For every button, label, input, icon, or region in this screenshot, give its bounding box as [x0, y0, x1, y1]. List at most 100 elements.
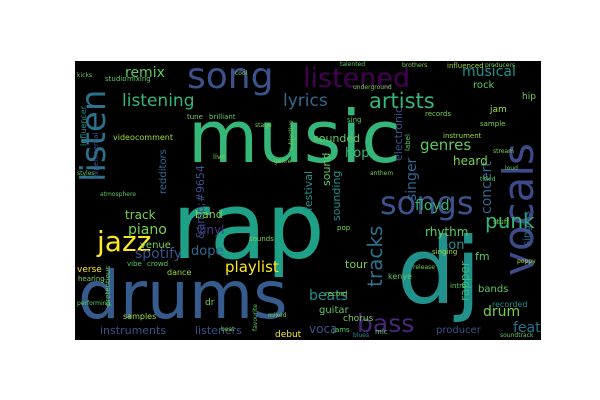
- word-genres: genres: [420, 136, 472, 154]
- word-sounds: sounds: [249, 235, 274, 243]
- word-listened: listened: [303, 63, 411, 94]
- word-tour: tour: [345, 258, 368, 271]
- word-song: song: [187, 61, 274, 97]
- word-video: video: [113, 133, 135, 142]
- word-hop: hop: [345, 146, 370, 161]
- word-singer: singer: [404, 157, 420, 201]
- word-studio: studio: [105, 75, 127, 83]
- word-pop: pop: [337, 224, 351, 232]
- word-poppy: poppy: [517, 258, 536, 265]
- word-subjective: subjective: [288, 120, 295, 151]
- word-live: live: [213, 153, 226, 161]
- word-atmosphere: atmosphere: [100, 191, 136, 198]
- word-listeners: listeners: [195, 324, 242, 337]
- word-blues: blues: [353, 332, 370, 339]
- word-influenced: influenced: [447, 62, 484, 70]
- word-tune: tune: [187, 113, 203, 121]
- word-records: records: [425, 110, 452, 118]
- word-rhythm: rhythm: [425, 225, 469, 239]
- word-recorded: recorded: [492, 300, 528, 309]
- word-stage: stage: [255, 122, 272, 129]
- word-hip: hip: [522, 92, 536, 102]
- word-rap: rap: [172, 173, 325, 280]
- word-loud: loud: [505, 165, 518, 172]
- word-piano: piano: [128, 222, 167, 238]
- word-rock: rock: [473, 80, 495, 91]
- word-sounded: sounded: [313, 132, 361, 145]
- word-chorus: chorus: [343, 314, 374, 324]
- word-spotify: spotify: [135, 246, 183, 262]
- word-genre: genre: [274, 158, 292, 165]
- word-debut: debut: [275, 330, 302, 340]
- word-bands: bands: [478, 284, 509, 295]
- word-sample: sample: [480, 120, 506, 128]
- word-cool: cool: [235, 70, 248, 77]
- word-mixed: mixed: [268, 312, 287, 319]
- word-kenye: kenye: [388, 272, 412, 281]
- word-comment: comment: [135, 133, 174, 142]
- word-redditors: redditors: [158, 149, 169, 194]
- word-dj: dj: [397, 218, 481, 325]
- word-listening: listening: [122, 91, 195, 111]
- word-musical: musical: [462, 64, 516, 80]
- word-producers: producers: [485, 62, 516, 69]
- word-music: music: [188, 95, 401, 179]
- word-voca: voca: [309, 322, 338, 336]
- word-electronic: electronic: [392, 106, 405, 161]
- word-dance: dance: [167, 268, 192, 277]
- word-soundtrack: soundtrack: [500, 332, 534, 339]
- word-cloud: music rap drums dj song listened listen …: [75, 61, 541, 340]
- word-brilliant: brilliant: [209, 113, 236, 121]
- word-sing: sing: [347, 116, 362, 124]
- word-vinyl: vinyl: [196, 223, 225, 237]
- word-mixing: mixing: [127, 75, 151, 83]
- word-bon: bon: [440, 238, 465, 253]
- word-track: track: [125, 208, 156, 222]
- word-jazz: jazz: [97, 225, 152, 258]
- word-heard: heard: [453, 154, 488, 168]
- word-remix: remix: [125, 65, 165, 81]
- word-kicks: kicks: [77, 72, 93, 79]
- word-styles: styles: [77, 170, 95, 177]
- word-samples: samples: [123, 312, 157, 321]
- word-producer: producer: [436, 325, 481, 336]
- word-punk: punk: [485, 209, 535, 233]
- word-concert: concert: [479, 161, 495, 214]
- word-feat: feat: [513, 320, 541, 336]
- word-stream: stream: [493, 148, 515, 155]
- word-anthem: anthem: [370, 170, 394, 177]
- word-influencer: influencer: [79, 105, 88, 146]
- word-guitar: guitar: [319, 305, 349, 316]
- word-bass: bass: [357, 309, 415, 338]
- word-brothers: brothers: [402, 62, 428, 69]
- word-band: band: [195, 208, 223, 221]
- word-hearing: hearing: [78, 275, 105, 283]
- word-sounding: sounding: [330, 170, 343, 221]
- word-festival: festival: [302, 170, 315, 211]
- word-dr: dr: [205, 298, 215, 308]
- word-verse: verse: [77, 265, 102, 275]
- word-beats: beats: [309, 288, 348, 304]
- word-venue: venue: [140, 240, 171, 251]
- word-jam: jam: [490, 105, 507, 115]
- word-instruments: instruments: [100, 324, 167, 337]
- word-floyd: floyd: [415, 198, 450, 214]
- word-fm: fm: [475, 250, 490, 263]
- word-songs: songs: [380, 184, 474, 222]
- word-artists: artists: [369, 89, 435, 113]
- word-drums: drums: [78, 257, 288, 334]
- word-amp9654: &amp;#9654: [194, 165, 207, 239]
- word-crowd: crowd: [147, 260, 169, 268]
- word-record: record: [325, 290, 348, 298]
- word-underground: underground: [353, 84, 392, 91]
- word-singles: singles: [522, 211, 533, 246]
- word-instrument: instrument: [443, 132, 482, 140]
- word-singing: singing: [432, 248, 458, 256]
- word-talented: talented: [340, 61, 366, 68]
- word-drum: drum: [483, 304, 521, 320]
- word-label: label: [404, 134, 412, 151]
- word-intro: intro: [450, 282, 467, 290]
- word-favourite: favourite: [252, 304, 259, 331]
- word-stuff: stuff: [493, 218, 509, 226]
- word-lyrics: lyrics: [283, 91, 328, 111]
